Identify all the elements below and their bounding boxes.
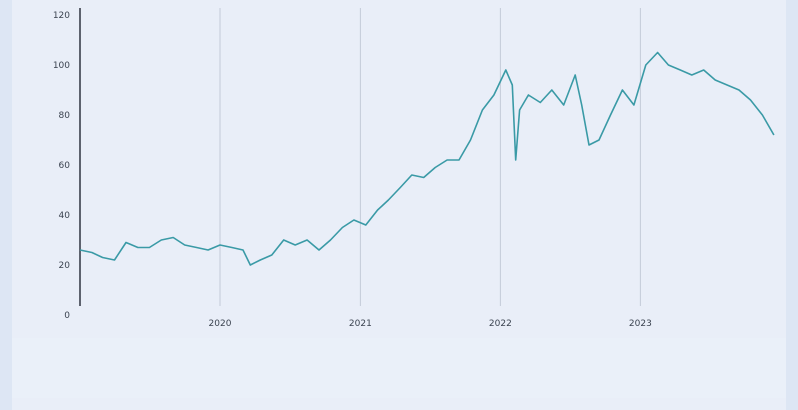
y-tick-label: 0 bbox=[64, 311, 70, 321]
y-tick-label: 80 bbox=[59, 111, 71, 121]
series-layer bbox=[79, 51, 775, 266]
x-tick-label: 2021 bbox=[349, 319, 372, 329]
y-tick-labels: 0 20 40 60 80 100 120 bbox=[53, 11, 70, 321]
grid-layer bbox=[219, 8, 641, 306]
chart-footer-band bbox=[12, 338, 786, 398]
x-tick-label: 2022 bbox=[489, 319, 512, 329]
y-tick-label: 100 bbox=[53, 61, 70, 71]
y-tick-label: 120 bbox=[53, 11, 70, 21]
x-tick-label: 2020 bbox=[209, 319, 232, 329]
y-tick-label: 60 bbox=[59, 161, 71, 171]
y-tick-label: 20 bbox=[59, 261, 71, 271]
x-tick-labels: 2020 2021 2022 2023 bbox=[209, 319, 652, 329]
series-line-0 bbox=[79, 51, 775, 266]
y-tick-label: 40 bbox=[59, 211, 71, 221]
x-tick-label: 2023 bbox=[629, 319, 652, 329]
